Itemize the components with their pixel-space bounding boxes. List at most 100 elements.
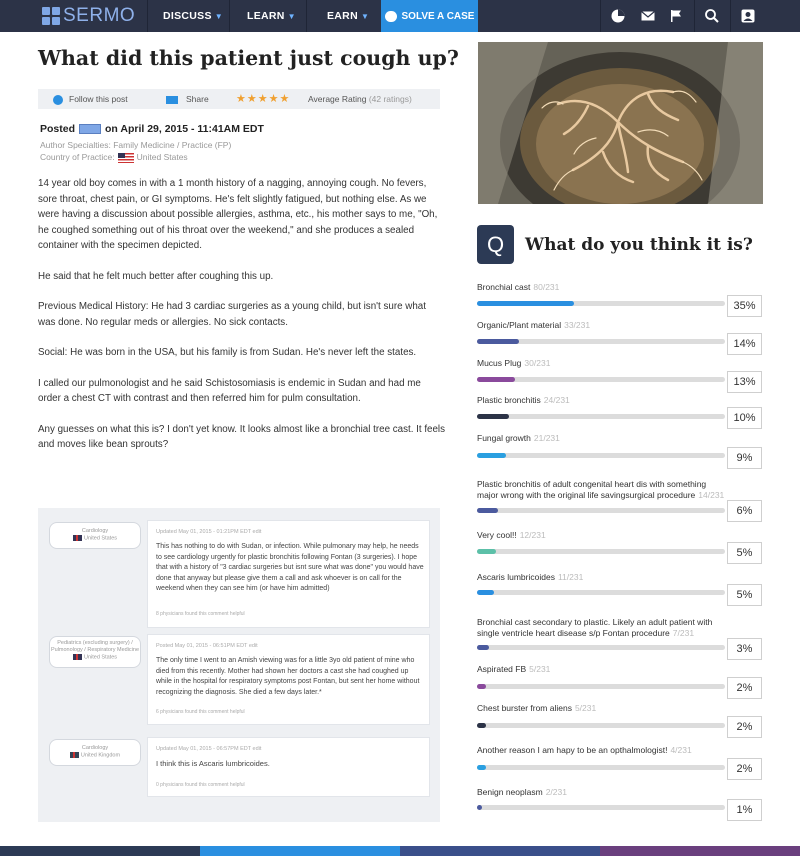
logo-text: SERMO	[63, 5, 136, 26]
poll-bar-track	[477, 414, 725, 419]
nav-learn[interactable]: LEARN ▼	[247, 10, 296, 22]
poll-bar-track	[477, 339, 725, 344]
comment-card: Updated May 01, 2015 - 06:57PM EDT edit …	[147, 737, 430, 797]
pie-chart-icon[interactable]	[610, 8, 626, 24]
comment-author[interactable]: Cardiology United Kingdom	[49, 739, 141, 766]
poll-option[interactable]: Organic/Plant material 33/231 14%	[477, 320, 767, 355]
comment-text: The only time I went to an Amish viewing…	[156, 657, 420, 696]
poll-percent: 6%	[727, 500, 762, 522]
poll-bar-track	[477, 723, 725, 728]
poll-option[interactable]: Very cool!! 12/231 5%	[477, 530, 767, 564]
envelope-icon	[166, 95, 178, 104]
poll-bar-track	[477, 645, 725, 650]
poll-percent: 9%	[727, 447, 762, 469]
poll-percent: 5%	[727, 542, 762, 564]
comment-date: Posted May 01, 2015 - 06:51PM EDT edit	[156, 643, 258, 649]
footer-color-segment	[0, 846, 200, 856]
post-paragraph: Any guesses on what this is? I don't yet…	[38, 423, 446, 451]
comment-text: This has nothing to do with Sudan, or in…	[156, 543, 424, 592]
post-paragraph: Previous Medical History: He had 3 cardi…	[38, 301, 426, 328]
comment-helpful[interactable]: 0 physicians found this comment helpful	[156, 782, 245, 788]
poll-option[interactable]: Ascaris lumbricoides 11/231 5%	[477, 572, 767, 606]
poll-percent: 10%	[727, 407, 762, 429]
poll-bar-fill	[477, 549, 496, 554]
nav-earn[interactable]: EARN ▼	[327, 10, 370, 22]
footer-color-segment	[200, 846, 400, 856]
plus-circle-icon	[53, 94, 63, 105]
caret-down-icon: ▼	[214, 12, 223, 21]
poll-bar-fill	[477, 453, 506, 458]
poll-option[interactable]: Plastic bronchitis 24/231 10%	[477, 395, 767, 429]
poll-bar-fill	[477, 377, 516, 382]
mail-icon[interactable]	[640, 8, 656, 24]
poll-bar-track	[477, 508, 725, 513]
comment-author[interactable]: Pediatrics (excluding surgery) / Pulmono…	[49, 636, 141, 668]
poll-bar-track	[477, 765, 725, 770]
caret-down-icon: ▼	[360, 12, 370, 21]
poll-option[interactable]: Mucus Plug 30/231 13%	[477, 358, 767, 393]
post-paragraph: 14 year old boy comes in with a 1 month …	[38, 178, 438, 251]
poll-bar-track	[477, 301, 725, 306]
poll-option[interactable]: Bronchial cast secondary to plastic. Lik…	[477, 617, 767, 660]
follow-post-button[interactable]: Follow this post	[53, 89, 128, 109]
poll-bar-fill	[477, 645, 490, 650]
footer-color-bar	[0, 846, 800, 856]
poll-bar-fill	[477, 508, 499, 513]
comment-author[interactable]: Cardiology United States	[49, 522, 141, 549]
logo-mark-icon	[42, 7, 60, 25]
poll-option[interactable]: Another reason I am hapy to be an opthal…	[477, 745, 767, 780]
footer-color-segment	[400, 846, 600, 856]
top-nav: SERMO DISCUSS ▼ LEARN ▼ EARN ▼ SOLVE A CASE	[0, 0, 800, 32]
poll-option[interactable]: Bronchial cast 80/231 35%	[477, 282, 767, 317]
author-badge-icon[interactable]	[79, 124, 102, 135]
specimen-photo[interactable]	[478, 42, 763, 204]
comment-card: Posted May 01, 2015 - 06:51PM EDT edit T…	[147, 634, 430, 725]
comment-date: Updated May 01, 2015 - 06:57PM EDT edit	[156, 746, 262, 752]
nav-discuss[interactable]: DISCUSS ▼	[163, 10, 223, 22]
poll-bar-track	[477, 377, 725, 382]
poll-bar-fill	[477, 765, 486, 770]
poll-percent: 14%	[727, 333, 762, 355]
poll-bar-fill	[477, 805, 482, 810]
poll-option[interactable]: Benign neoplasm 2/231 1%	[477, 787, 767, 821]
poll-title: What do you think it is?	[525, 235, 753, 255]
poll-percent: 1%	[727, 799, 762, 821]
poll-option[interactable]: Chest burster from aliens 5/231 2%	[477, 703, 767, 738]
poll-bar-fill	[477, 339, 520, 344]
post-toolbar: Follow this post Share ★★★★★ Average Rat…	[38, 89, 440, 109]
poll-bar-fill	[477, 414, 510, 419]
poll-bar-fill	[477, 723, 486, 728]
poll-bar-track	[477, 590, 725, 595]
us-flag-icon	[117, 152, 134, 163]
poll-bar-track	[477, 549, 725, 554]
question-badge: Q	[477, 225, 514, 264]
flag-icon[interactable]	[668, 8, 684, 24]
chat-bubble-icon	[384, 10, 397, 22]
average-rating: Average Rating (42 ratings)	[308, 94, 412, 104]
comment-card: Updated May 01, 2015 - 01:21PM EDT edit …	[147, 520, 430, 628]
poll-option[interactable]: Fungal growth 21/231 9%	[477, 433, 767, 469]
comment-text: I think this is Ascaris lumbricoides.	[156, 759, 270, 768]
poll-bar-track	[477, 805, 725, 810]
poll-percent: 2%	[727, 758, 762, 780]
rating-stars[interactable]: ★★★★★	[236, 93, 291, 105]
footer-color-segment	[600, 846, 800, 856]
comment-helpful[interactable]: 6 physicians found this comment helpful	[156, 709, 245, 715]
share-button[interactable]: Share	[166, 89, 209, 109]
poll-percent: 13%	[727, 371, 762, 393]
us-flag-icon	[72, 535, 82, 541]
comments-section: Cardiology United States Updated May 01,…	[38, 508, 440, 822]
solve-a-case-button[interactable]: SOLVE A CASE	[381, 0, 478, 32]
poll-bar-fill	[477, 301, 574, 306]
page-title: What did this patient just cough up?	[38, 46, 459, 70]
comment-date: Updated May 01, 2015 - 01:21PM EDT edit	[156, 529, 262, 535]
comment-helpful[interactable]: 8 physicians found this comment helpful	[156, 611, 245, 617]
poll-option[interactable]: Plastic bronchitis of adult congenital h…	[477, 479, 767, 522]
uk-flag-icon	[69, 752, 79, 758]
country-of-practice: Country of Practice: United States	[40, 152, 188, 163]
poll-percent: 35%	[727, 295, 762, 317]
sermo-logo[interactable]: SERMO	[42, 4, 135, 28]
search-icon[interactable]	[704, 8, 720, 24]
user-icon[interactable]	[740, 8, 756, 24]
poll-option[interactable]: Aspirated FB 5/231 2%	[477, 664, 767, 699]
